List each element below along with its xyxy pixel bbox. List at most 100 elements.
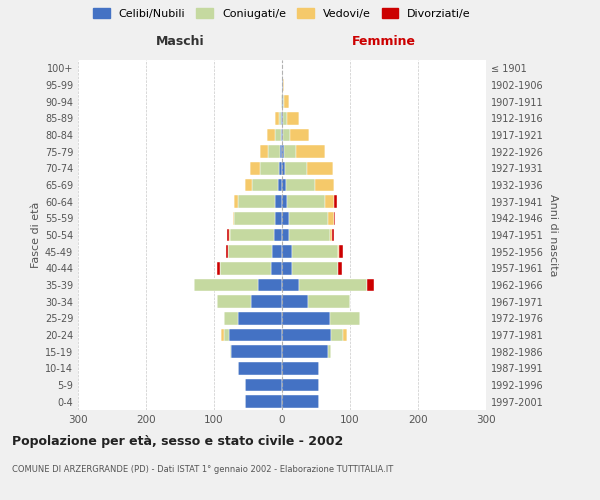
Bar [283,129,290,141]
Bar [245,379,282,391]
Bar [235,196,238,208]
Bar [282,162,286,174]
Bar [221,329,224,341]
Bar [282,296,308,308]
Bar [289,229,329,241]
Bar [250,162,260,174]
Bar [194,279,258,291]
Bar [245,179,252,192]
Bar [228,246,272,258]
Bar [282,346,328,358]
Bar [290,129,309,141]
Bar [282,396,319,408]
Bar [282,379,319,391]
Bar [217,262,220,274]
Bar [278,112,281,124]
Bar [281,96,282,108]
Bar [282,279,299,291]
Bar [252,179,278,192]
Bar [260,162,278,174]
Bar [230,346,231,358]
Bar [282,179,286,192]
Legend: Celibi/Nubili, Coniugati/e, Vedovi/e, Divorziati/e: Celibi/Nubili, Coniugati/e, Vedovi/e, Di… [93,8,471,19]
Y-axis label: Anni di nascita: Anni di nascita [548,194,558,276]
Bar [329,312,360,324]
Bar [275,212,282,224]
Bar [307,162,333,174]
Bar [281,129,282,141]
Bar [284,96,289,108]
Bar [284,146,296,158]
Bar [282,329,331,341]
Bar [286,179,314,192]
Bar [224,312,238,324]
Bar [338,262,342,274]
Bar [334,196,337,208]
Bar [282,146,284,158]
Bar [283,79,284,92]
Bar [235,212,275,224]
Bar [271,262,282,274]
Bar [258,279,282,291]
Bar [282,246,292,258]
Bar [367,279,374,291]
Text: Popolazione per età, sesso e stato civile - 2002: Popolazione per età, sesso e stato civil… [12,435,343,448]
Bar [275,129,281,141]
Bar [233,212,235,224]
Bar [268,146,280,158]
Bar [314,179,334,192]
Bar [229,229,230,241]
Bar [282,362,319,374]
Bar [287,112,299,124]
Bar [292,262,338,274]
Bar [331,329,343,341]
Bar [286,162,307,174]
Bar [287,196,325,208]
Bar [282,229,289,241]
Bar [238,362,282,374]
Bar [278,162,282,174]
Bar [343,329,347,341]
Bar [226,246,228,258]
Bar [217,296,251,308]
Bar [231,346,282,358]
Bar [229,329,282,341]
Bar [339,246,343,258]
Y-axis label: Fasce di età: Fasce di età [31,202,41,268]
Bar [281,112,282,124]
Text: Maschi: Maschi [155,36,205,49]
Bar [227,229,229,241]
Bar [230,229,274,241]
Bar [224,329,229,341]
Bar [275,112,278,124]
Bar [332,229,334,241]
Bar [338,246,339,258]
Bar [334,212,335,224]
Bar [274,229,282,241]
Bar [251,296,282,308]
Bar [280,146,282,158]
Bar [238,196,275,208]
Bar [275,196,282,208]
Bar [282,79,283,92]
Bar [282,96,283,108]
Bar [267,129,275,141]
Bar [328,212,334,224]
Bar [292,246,338,258]
Bar [283,112,287,124]
Bar [283,96,284,108]
Bar [296,146,325,158]
Bar [278,179,282,192]
Bar [329,229,332,241]
Bar [282,112,283,124]
Bar [260,146,268,158]
Bar [282,129,283,141]
Bar [325,196,334,208]
Bar [238,312,282,324]
Bar [289,212,328,224]
Bar [282,312,329,324]
Bar [328,346,331,358]
Bar [282,196,287,208]
Bar [245,396,282,408]
Bar [299,279,367,291]
